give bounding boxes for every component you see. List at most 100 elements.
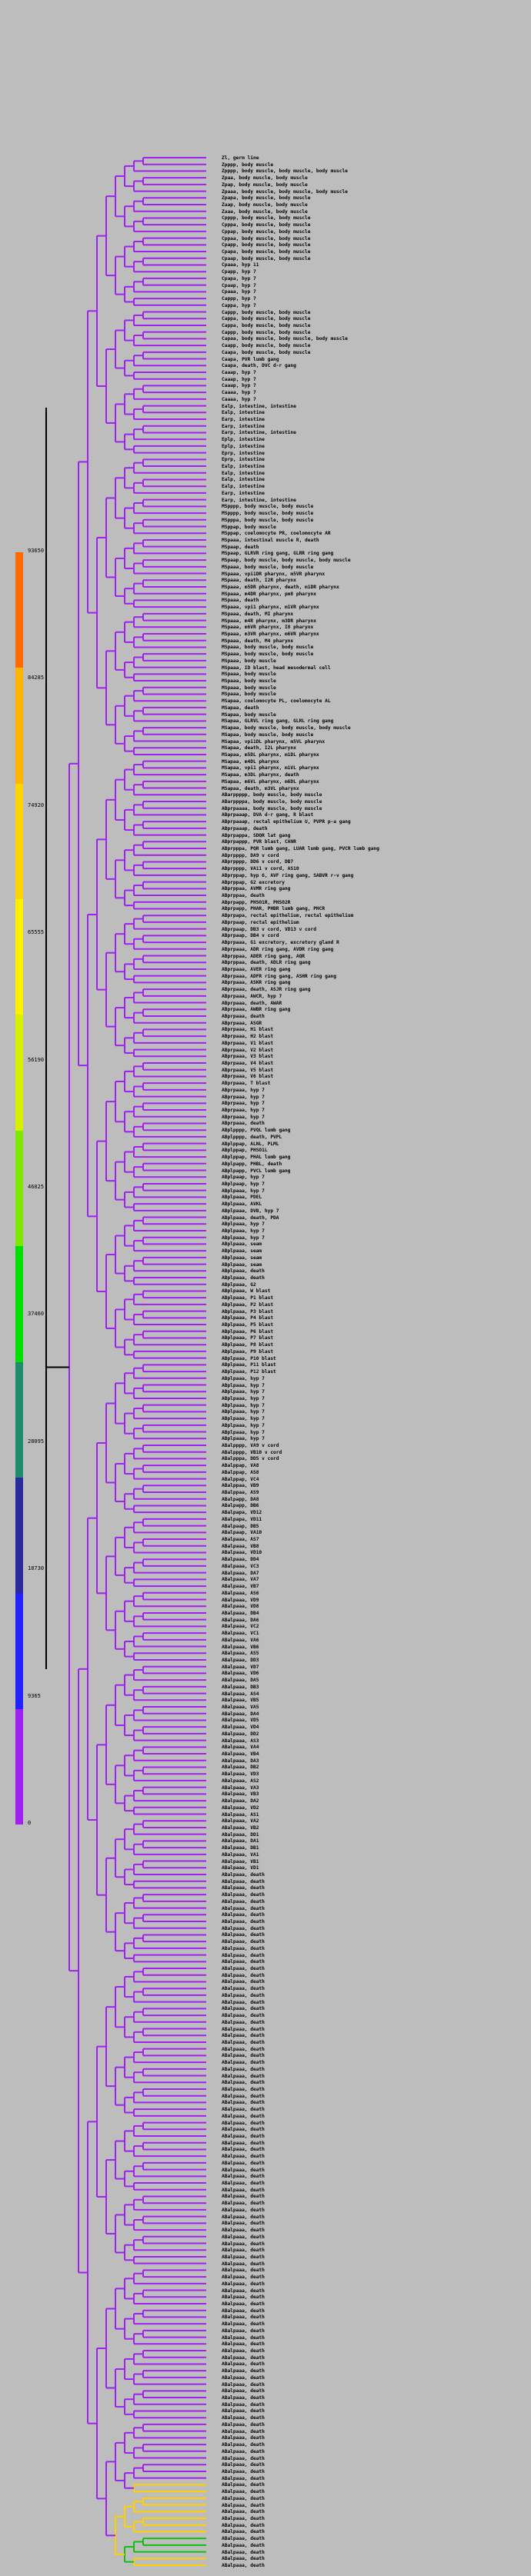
leaf-label: ABplpaap, hyp 7 (222, 1175, 265, 1181)
leaf-label: ABprpaap, DB4 v cord (222, 933, 279, 939)
colorbar-segment (15, 1593, 23, 1710)
leaf-label: ABalpaaa, death (222, 2113, 265, 2119)
leaf-label: MSpaaa, m4DR pharynx, pm8 pharynx (222, 591, 316, 597)
leaf-label: ABalpaaa, death (222, 2140, 265, 2146)
leaf-label: ABalpaaa, death (222, 2033, 265, 2039)
leaf-label: ABalpaaa, DA4 (222, 1711, 259, 1717)
leaf-label: MSpaaa, body muscle, body muscle (222, 564, 314, 570)
colorbar-tick-label: 46825 (28, 1184, 45, 1190)
leaf-label: MSpaaa, m3VR pharynx, m6VR pharynx (222, 632, 319, 638)
leaf-label: MSpaaa, vpi1DR pharynx, m5VR pharynx (222, 571, 326, 577)
leaf-label: ABprpaaa, ADR ring gang, AVDR ring gang (222, 946, 334, 952)
leaf-label: MSpaaa, body muscle (222, 671, 276, 678)
leaf-label: ABalpaaa, death (222, 2174, 265, 2180)
leaf-label: ABprpaaa, V6 blast (222, 1074, 274, 1080)
leaf-label: Eplp, intestine (222, 443, 265, 449)
leaf-label: Cppaa, body muscle, body muscle (222, 235, 311, 242)
leaf-label: MSpaaa, death, MI pharynx (222, 611, 294, 617)
leaf-label: ABplpaaa, seam (222, 1241, 262, 1248)
leaf-label: ABalpaaa, death (222, 1925, 265, 1931)
leaf-label: ABprpaaa, ADFR ring gang, ASHR ring gang (222, 973, 337, 979)
leaf-label: ABalpaaa, DA5 (222, 1678, 259, 1684)
leaf-label: ABprpaaap, DVA d-r gang, R blast (222, 812, 314, 818)
leaf-label: ABplpaaa, P6 blast (222, 1328, 274, 1335)
leaf-label: ABprpaaa, V4 blast (222, 1061, 274, 1067)
colorbar-segment (15, 1246, 23, 1363)
leaf-label: MSapaa, body muscle, body muscle, body m… (222, 725, 351, 731)
leaf-label: ABprpaaa, AWCR, hyp 7 (222, 993, 282, 999)
leaf-label: ABprpapp, PHSO1R, PHSO2R (222, 899, 291, 905)
leaf-label: ABalpaaa, death (222, 2314, 265, 2321)
leaf-label: Earp, intestine (222, 490, 265, 496)
leaf-label: ABalpaaa, death (222, 2448, 265, 2454)
leaf-label: ABalpaaa, death (222, 2401, 265, 2408)
leaf-label: ABalpaaa, VA6 (222, 1637, 259, 1643)
leaf-label: MSapaa, body muscle, body muscle (222, 731, 314, 738)
leaf-label: Earp, intestine (222, 417, 265, 423)
leaf-label: ABplppap, PHAL lumb gang (222, 1155, 291, 1161)
leaf-label: ABplpaaa, P9 blast (222, 1348, 274, 1355)
leaf-label: ABalpaaa, death (222, 2134, 265, 2139)
leaf-label: ABprpppp, DD6 v cord, DB7 (222, 859, 294, 865)
leaf-label: ABprpaap, DB3 v cord, VD13 v cord (222, 926, 316, 932)
colorbar-segment (15, 668, 23, 785)
leaf-label: ABplpppp, death, PVPL (222, 1134, 282, 1140)
leaf-label: Cpapp, hyp 7 (222, 269, 256, 275)
leaf-label: ABalpaaa, VD5 (222, 1718, 259, 1724)
leaf-label: Cpapa, hyp 7 (222, 275, 256, 282)
leaf-label: ABalpaaa, VD4 (222, 1725, 259, 1731)
leaf-label: Cpppa, body muscle, body muscle (222, 222, 311, 228)
colorbar-segment (15, 552, 23, 668)
leaf-label: ABplpaaa, hyp 7 (222, 1188, 265, 1194)
leaf-label: ABprpaaa, AVER ring gang (222, 966, 291, 972)
leaf-label: ABalpaaa, death (222, 1939, 265, 1945)
leaf-label: ABalpaaa, death (222, 2039, 265, 2045)
leaf-label: Cpaaa, hyp 7 (222, 289, 256, 295)
colorbar-segment (15, 1015, 23, 1131)
leaf-label: ABalpaaa, death (222, 1945, 265, 1951)
leaf-label: ABprppaa, death (222, 893, 265, 899)
leaf-label: ABalpaaa, death (222, 1919, 265, 1925)
leaf-label: ABplpaaa, seam (222, 1248, 262, 1255)
leaf-label: ABplpaaa, P5 blast (222, 1322, 274, 1328)
leaf-label: ABalpaaa, DA1 (222, 1838, 259, 1845)
leaf-label: ABalpaaa, VB2 (222, 1825, 259, 1831)
leaf-label: Caapa, PVR lumb gang (222, 356, 279, 362)
leaf-label: ABalpaaa, death (222, 1932, 265, 1938)
leaf-label: ABarppppp, body muscle, body muscle (222, 792, 322, 798)
leaf-label: Zpapa, body muscle, body muscle (222, 195, 311, 202)
leaf-label: ABalpaaa, death (222, 2361, 265, 2368)
leaf-label: ABalpaaa, DA3 (222, 1758, 259, 1764)
leaf-label: ABalpaaa, death (222, 2294, 265, 2301)
leaf-label: ABalpaaa, death (222, 2254, 265, 2260)
leaf-label: MSapaa, m5DL pharynx, m1DL pharynx (222, 751, 319, 758)
leaf-label: ABalpaaa, death (222, 2026, 265, 2032)
leaf-label: ABalpaaa, death (222, 2549, 265, 2555)
leaf-label: ABprpappa, SDQR lat gang (222, 832, 291, 838)
leaf-label: ABalppaa, AS9 (222, 1490, 259, 1495)
leaf-label: ABalpaaa, death (222, 1979, 265, 1985)
leaf-label: ABalpaaa, death (222, 2563, 265, 2568)
leaf-label: Cappa, body muscle, body muscle (222, 322, 311, 328)
leaf-label: ABplpaaa, seam (222, 1255, 262, 1261)
leaf-label: MSpppp, body muscle, body muscle (222, 511, 314, 517)
leaf-label: Earp, intestine, intestine (222, 430, 296, 436)
leaf-label: ABplpapp, PHBL, death (222, 1161, 282, 1167)
leaf-label: ABalpaaa, AS1 (222, 1811, 259, 1818)
leaf-label: ABplpaaa, hyp 7 (222, 1402, 265, 1408)
leaf-label: Caaap, hyp 7 (222, 369, 256, 375)
leaf-label: ABalpaaa, DA7 (222, 1570, 259, 1576)
leaf-label: ABalpaaa, VB3 (222, 1791, 259, 1798)
leaf-label: ABalpaaa, death (222, 1892, 265, 1898)
leaf-label: ABalpaaa, death (222, 2442, 265, 2448)
leaf-label: ABplpaaa, P10 blast (222, 1355, 276, 1361)
leaf-label: ABplpaaa, hyp 7 (222, 1382, 265, 1388)
leaf-label: ABalpaaa, death (222, 1871, 265, 1878)
leaf-label: MSppap, coelomocyte PR, coelomocyte AR (222, 531, 331, 537)
leaf-label: ABprpaaa, hyp 7 (222, 1087, 265, 1093)
leaf-label: ABalpaaa, death (222, 2013, 265, 2019)
leaf-label: ABplpaaa, hyp 7 (222, 1436, 265, 1442)
leaf-label: Cappp, hyp 7 (222, 296, 256, 302)
leaf-label: Cpppp, body muscle, body muscle (222, 215, 311, 222)
leaf-label: ABalpaaa, death (222, 2321, 265, 2328)
